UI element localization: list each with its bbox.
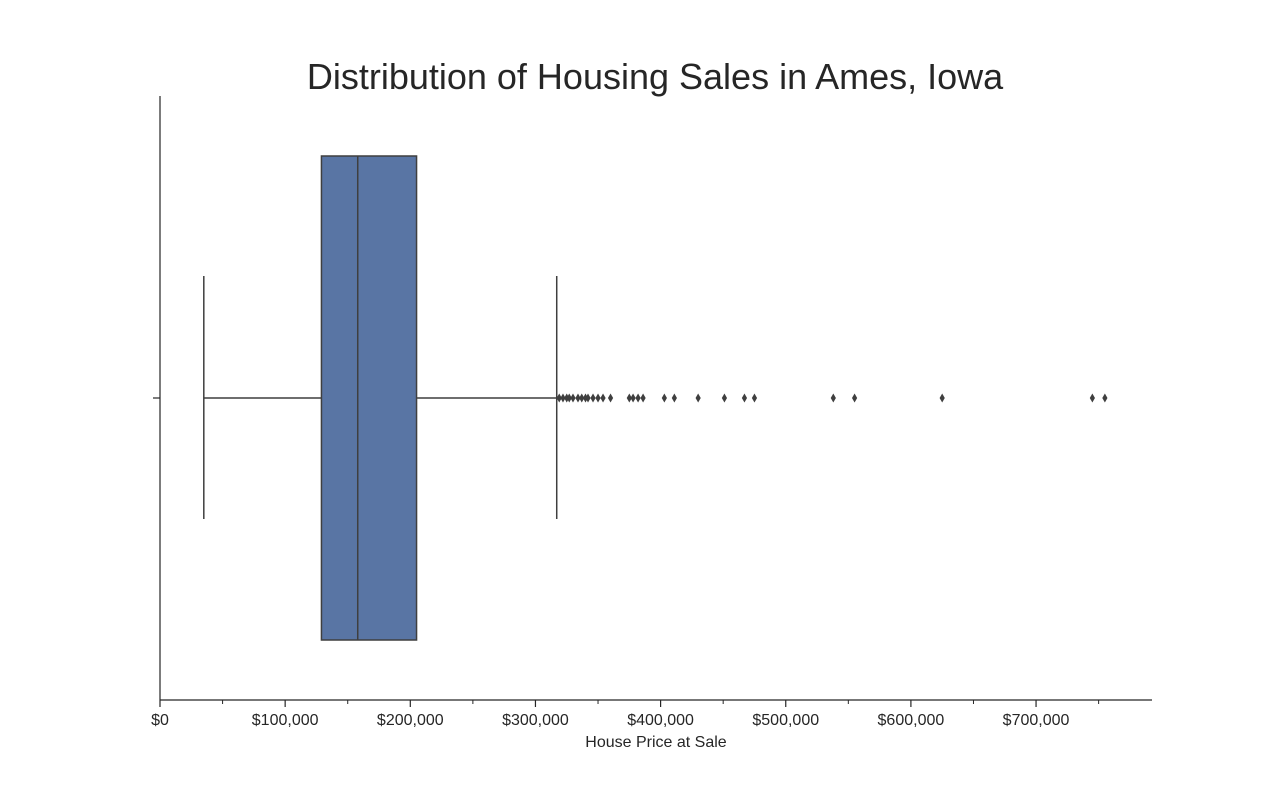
x-tick-label: $600,000	[878, 712, 945, 729]
x-tick-label: $0	[151, 712, 169, 729]
outlier-point	[661, 393, 667, 403]
outlier-point	[570, 393, 576, 403]
outlier-point	[695, 393, 701, 403]
x-tick-label: $700,000	[1003, 712, 1070, 729]
plot-area	[203, 155, 1108, 641]
outlier-point	[830, 393, 836, 403]
outlier-point	[851, 393, 858, 403]
outlier-point	[556, 393, 562, 403]
outlier-point	[579, 393, 585, 403]
outlier-point	[671, 393, 677, 403]
chart-title: Distribution of Housing Sales in Ames, I…	[307, 56, 1004, 97]
outlier-point	[741, 393, 748, 403]
outlier-point	[607, 393, 614, 403]
outlier-point	[590, 393, 596, 403]
outlier-point	[626, 393, 632, 403]
x-tick-label: $400,000	[627, 712, 694, 729]
x-tick-label: $100,000	[252, 712, 319, 729]
outlier-point	[751, 393, 758, 403]
x-tick-label: $300,000	[502, 712, 569, 729]
outlier-point	[600, 393, 606, 403]
outlier-point	[635, 393, 641, 403]
outlier-point	[566, 393, 572, 403]
outlier-point	[1089, 393, 1095, 403]
x-axis-label: House Price at Sale	[585, 734, 727, 751]
x-tick-label: $200,000	[377, 712, 444, 729]
outlier-point	[939, 393, 945, 403]
outlier-point	[640, 393, 646, 403]
outlier-point	[630, 393, 636, 403]
outlier-point	[721, 393, 728, 403]
outlier-point	[575, 393, 581, 403]
x-tick-label: $500,000	[752, 712, 819, 729]
x-axis-ticks: $0 $100,000 $200,000 $300,000 $400,000 $500,0…	[151, 700, 1100, 729]
outlier-point	[1102, 393, 1108, 403]
outlier-point	[560, 393, 566, 403]
outlier-point	[585, 393, 591, 403]
outlier-point	[595, 393, 601, 403]
iqr-box	[320, 155, 418, 641]
